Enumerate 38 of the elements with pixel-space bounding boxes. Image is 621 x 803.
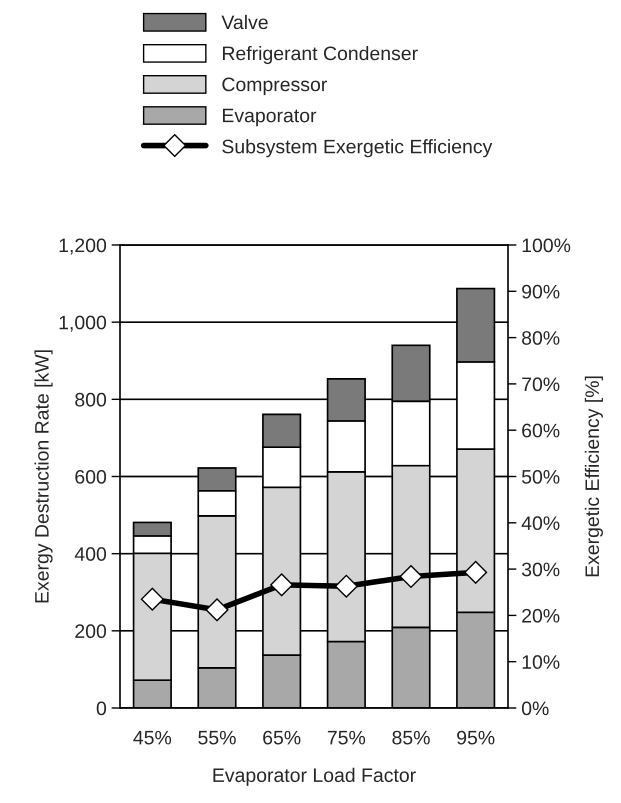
y-tick-label: 800: [75, 392, 106, 407]
point: [334, 574, 358, 598]
y2-tick-label: 60%: [522, 424, 560, 438]
point: [206, 598, 228, 622]
y2-axis-title: Exergetic Efficiency [%]: [584, 376, 603, 576]
y-tick-label: 400: [74, 547, 106, 561]
y2-tick-label: 20%: [522, 608, 560, 623]
y2-tick-label: 30%: [522, 562, 560, 576]
point: [464, 560, 488, 584]
x-tick-label: 85%: [392, 730, 430, 745]
x-tick-label: 95%: [457, 730, 494, 745]
point: [140, 588, 164, 611]
x-axis-title: Evaporator Load Factor: [213, 768, 416, 786]
legend-label: Subsystem Exergetic Efficiency: [222, 139, 492, 158]
x-tick-label: 45%: [133, 730, 172, 745]
y2-tick-label: 100%: [522, 238, 570, 252]
y2-tick-label: 90%: [522, 284, 560, 299]
y-axis-title: Exergy Destruction Rate [kW]: [34, 350, 53, 602]
y2-tick-label: 0%: [522, 701, 549, 716]
point: [400, 565, 422, 588]
x-tick-label: 65%: [263, 730, 300, 745]
legend-label: Refrigerant Condenser: [222, 46, 418, 64]
y2-tick-label: 10%: [522, 655, 560, 669]
y-tick-label: 200: [75, 624, 106, 638]
legend-label: Compressor: [222, 78, 327, 96]
y2-tick-label: 80%: [522, 331, 560, 345]
y-tick-label: 600: [75, 470, 106, 484]
y-tick-label: 1,000: [60, 316, 106, 332]
x-tick-label: 55%: [198, 730, 236, 745]
x-tick-label: 75%: [328, 730, 366, 745]
y2-tick-label: 50%: [522, 470, 560, 484]
point: [270, 573, 294, 596]
y-tick-label: 0: [96, 701, 106, 716]
legend-label: Evaporator: [222, 108, 316, 126]
y2-tick-label: 40%: [522, 516, 560, 530]
legend-label: Valve: [221, 14, 268, 30]
y-tick-label: 1,200: [60, 238, 106, 255]
y2-tick-label: 70%: [522, 377, 560, 392]
